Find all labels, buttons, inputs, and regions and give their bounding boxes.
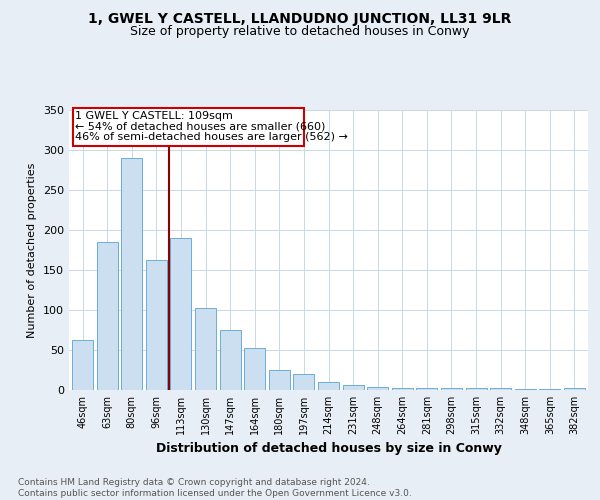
Bar	[367, 387, 388, 390]
Bar	[72, 340, 93, 390]
Y-axis label: Number of detached properties: Number of detached properties	[28, 162, 37, 338]
Bar	[539, 389, 560, 390]
Text: 1 GWEL Y CASTELL: 109sqm: 1 GWEL Y CASTELL: 109sqm	[75, 111, 233, 121]
Bar	[97, 242, 118, 390]
Bar	[466, 388, 487, 390]
Text: Contains HM Land Registry data © Crown copyright and database right 2024.
Contai: Contains HM Land Registry data © Crown c…	[18, 478, 412, 498]
Bar	[318, 382, 339, 390]
Bar	[564, 388, 585, 390]
Bar	[515, 389, 536, 390]
Bar	[244, 348, 265, 390]
Bar	[343, 385, 364, 390]
Bar	[416, 388, 437, 390]
Bar	[490, 388, 511, 390]
Bar	[195, 308, 216, 390]
Bar	[293, 374, 314, 390]
X-axis label: Distribution of detached houses by size in Conwy: Distribution of detached houses by size …	[155, 442, 502, 456]
Bar	[146, 260, 167, 390]
Bar	[392, 388, 413, 390]
Bar	[269, 370, 290, 390]
Text: ← 54% of detached houses are smaller (660): ← 54% of detached houses are smaller (66…	[75, 121, 326, 131]
Bar	[121, 158, 142, 390]
Bar	[220, 330, 241, 390]
Text: 1, GWEL Y CASTELL, LLANDUDNO JUNCTION, LL31 9LR: 1, GWEL Y CASTELL, LLANDUDNO JUNCTION, L…	[88, 12, 512, 26]
Bar	[441, 388, 462, 390]
Bar	[170, 238, 191, 390]
Text: 46% of semi-detached houses are larger (562) →: 46% of semi-detached houses are larger (…	[75, 132, 348, 141]
FancyBboxPatch shape	[73, 108, 304, 146]
Text: Size of property relative to detached houses in Conwy: Size of property relative to detached ho…	[130, 25, 470, 38]
